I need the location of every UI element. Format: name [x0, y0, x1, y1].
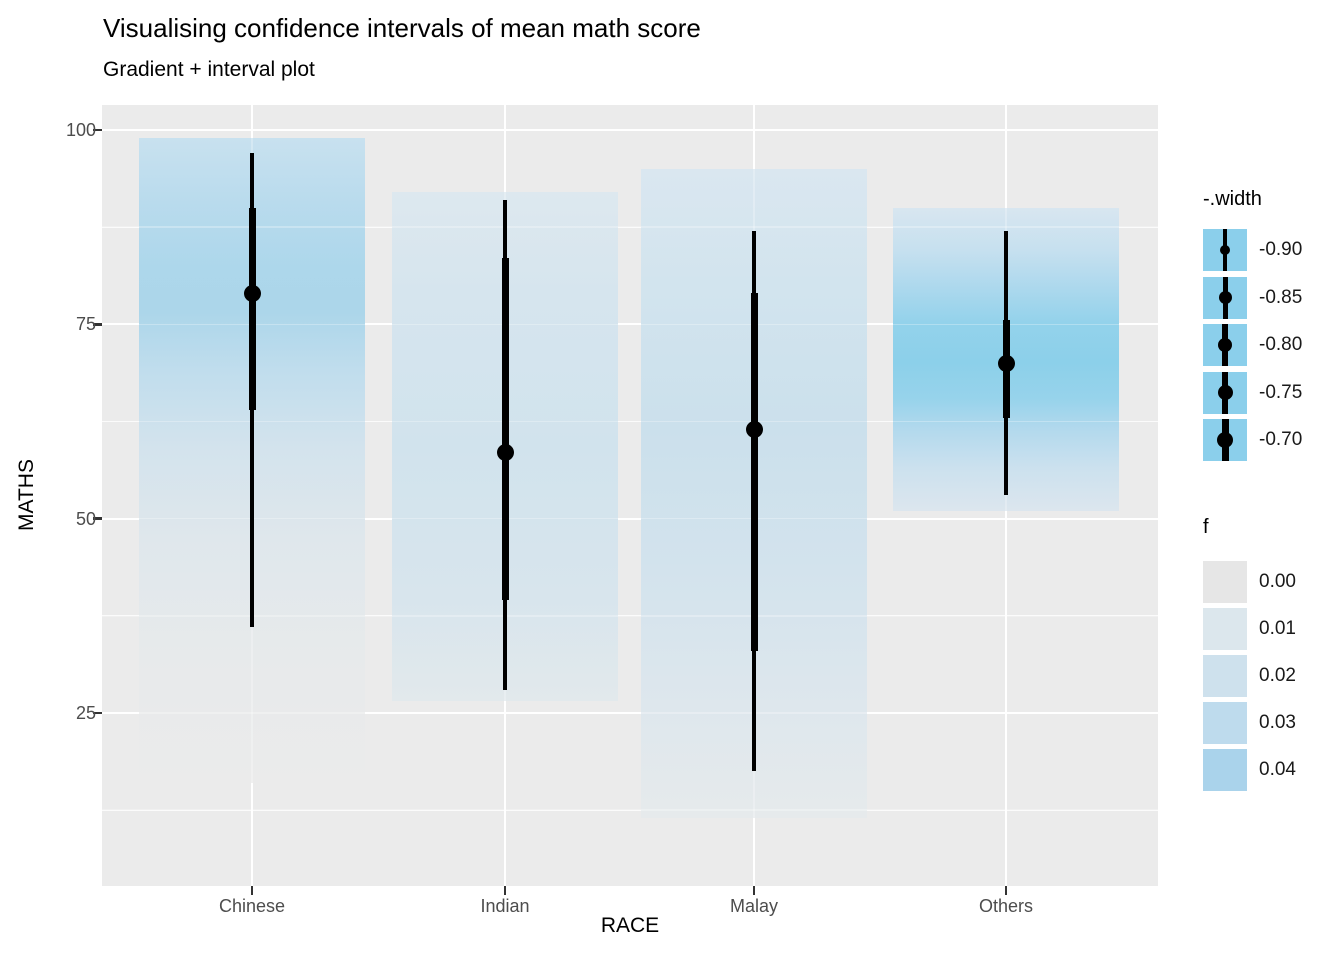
legend-f-label: 0.00	[1259, 571, 1296, 592]
legend-width-key	[1203, 324, 1247, 366]
gridline-overlay	[102, 129, 1158, 131]
x-tick-mark	[250, 886, 254, 895]
mean-point-malay	[745, 420, 763, 438]
legend-width-label: -0.90	[1259, 239, 1303, 260]
gridline-overlay	[102, 323, 1158, 326]
legend-interval-glyph-dot	[1220, 245, 1230, 255]
legend-f-swatch	[1203, 561, 1247, 603]
x-tick-label: Chinese	[218, 896, 286, 916]
y-tick-label: 75	[75, 314, 96, 335]
y-tick-label: 25	[75, 702, 96, 723]
legend-f-label: 0.01	[1259, 618, 1296, 639]
gridline-overlay	[102, 226, 1158, 228]
legend-width-label: -0.85	[1259, 286, 1303, 308]
legend-width-label: -0.80	[1259, 334, 1303, 355]
plot-subtitle: Gradient + interval plot	[103, 58, 315, 81]
gridline-minor	[102, 420, 1158, 422]
legend-width-key	[1203, 276, 1247, 319]
y-tick-mark	[93, 128, 102, 132]
y-axis-title: MATHS	[15, 459, 38, 531]
legend-interval-glyph-dot	[1217, 385, 1233, 400]
gridline-minor	[102, 615, 1158, 617]
y-tick-mark	[93, 517, 102, 520]
legend-f-label: 0.04	[1259, 759, 1296, 780]
x-tick-mark	[503, 886, 507, 895]
legend-f-label: 0.02	[1259, 665, 1296, 686]
legend-width-title: -.width	[1203, 188, 1262, 210]
gridline-minor	[102, 226, 1158, 228]
legend-width-key	[1203, 419, 1247, 461]
gridline-major	[102, 711, 1158, 714]
plot-panel	[102, 105, 1158, 886]
mean-point-others	[997, 354, 1015, 372]
legend-interval-glyph-dot	[1218, 291, 1232, 304]
legend-interval-glyph-dot	[1217, 432, 1233, 448]
interval-thick-indian	[501, 258, 509, 601]
legend-width-label: -0.70	[1259, 429, 1303, 450]
page-title: Visualising confidence intervals of mean…	[103, 13, 701, 43]
legend-f-swatch	[1203, 749, 1247, 791]
legend-interval-glyph-dot	[1217, 337, 1233, 353]
gridline-minor	[102, 809, 1158, 811]
gridline-overlay	[102, 517, 1158, 520]
gridline-overlay	[102, 420, 1158, 423]
y-tick-label: 50	[75, 508, 96, 529]
y-tick-mark	[93, 711, 102, 715]
legend-f-swatch	[1203, 655, 1247, 697]
gridline-overlay	[102, 809, 1158, 811]
gridline-overlay-vertical	[1005, 105, 1007, 886]
y-tick-mark	[93, 323, 102, 326]
gridline-major	[102, 323, 1158, 326]
x-axis-title: RACE	[600, 914, 660, 937]
legend-f-label: 0.03	[1259, 712, 1296, 733]
x-tick-label: Indian	[480, 896, 530, 916]
legend-f-title: f	[1203, 516, 1209, 538]
legend-f-swatch	[1203, 608, 1247, 650]
legend-width-key	[1203, 229, 1247, 271]
interval-thick-malay	[750, 293, 758, 651]
gridline-major	[102, 517, 1158, 520]
x-tick-label: Others	[978, 896, 1034, 916]
gridline-major	[102, 129, 1158, 131]
mean-point-chinese	[243, 284, 261, 302]
legend-f: f 0.00 0.01 0.02 0.03 0.04	[1203, 516, 1296, 791]
x-tick-mark	[752, 886, 756, 895]
x-tick-label: Malay	[729, 896, 778, 916]
legend-width-label: -0.75	[1259, 381, 1303, 403]
legend-f-swatch	[1203, 702, 1247, 744]
x-tick-mark	[1004, 886, 1008, 895]
mean-point-indian	[496, 444, 514, 462]
legend-width: -.width -0.90 -0.85 -0.80 -0.75 -0.70	[1203, 188, 1302, 461]
gridline-overlay	[102, 712, 1158, 714]
y-tick-label: 100	[65, 120, 96, 140]
legend-width-key	[1203, 371, 1247, 414]
interval-thick-chinese	[248, 207, 256, 410]
gridline-overlay	[102, 615, 1158, 617]
